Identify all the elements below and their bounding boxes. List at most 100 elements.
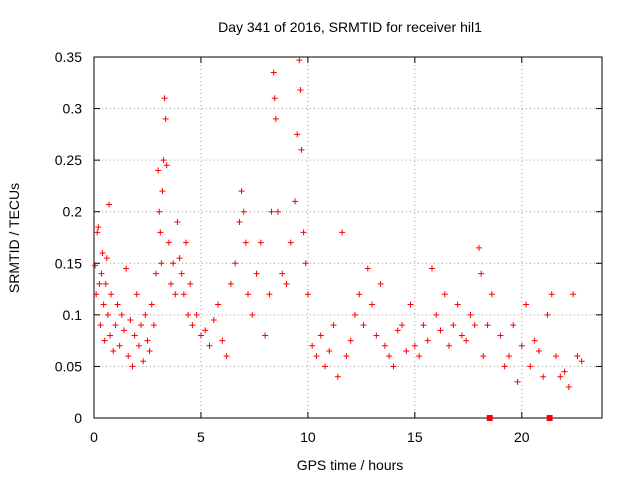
y-tick-label: 0.35 [55, 49, 82, 65]
data-point [463, 337, 470, 344]
data-point [185, 311, 192, 318]
data-point [133, 291, 140, 298]
data-point [108, 291, 115, 298]
data-point [476, 244, 483, 251]
x-tick-label: 5 [197, 429, 205, 445]
y-tick-label: 0.25 [55, 152, 82, 168]
data-point [351, 311, 358, 318]
data-point [505, 353, 512, 360]
data-point [238, 188, 245, 195]
data-point [279, 270, 286, 277]
data-point [96, 280, 103, 287]
data-point [369, 301, 376, 308]
data-point [570, 291, 577, 298]
data-point [142, 311, 149, 318]
data-point [548, 291, 555, 298]
data-point [478, 270, 485, 277]
data-point [159, 188, 166, 195]
data-point [514, 378, 521, 385]
data-point [326, 347, 333, 354]
data-point [174, 219, 181, 226]
data-point [292, 198, 299, 205]
data-point [165, 239, 172, 246]
data-point [535, 347, 542, 354]
data-point [170, 260, 177, 267]
data-point [92, 262, 99, 269]
data-point [433, 311, 440, 318]
data-point [131, 332, 138, 339]
data-point [160, 157, 167, 164]
data-point [210, 317, 217, 324]
data-point [497, 332, 504, 339]
zero-value-marker [546, 415, 553, 421]
data-point [283, 280, 290, 287]
data-point [146, 347, 153, 354]
data-point [373, 332, 380, 339]
data-point [123, 265, 130, 272]
data-point [523, 301, 530, 308]
data-point [334, 373, 341, 380]
x-tick-label: 10 [300, 429, 316, 445]
data-point [565, 384, 572, 391]
data-point [531, 337, 538, 344]
data-point [339, 229, 346, 236]
data-point [189, 322, 196, 329]
data-point [298, 146, 305, 153]
data-point [172, 291, 179, 298]
data-point [249, 311, 256, 318]
data-point [390, 363, 397, 370]
data-point [300, 229, 307, 236]
y-tick-label: 0.2 [63, 204, 83, 220]
data-point [518, 342, 525, 349]
y-tick-label: 0.15 [55, 255, 82, 271]
data-point [144, 337, 151, 344]
data-point [471, 322, 478, 329]
data-point [510, 322, 517, 329]
data-point [437, 327, 444, 334]
x-tick-label: 15 [407, 429, 423, 445]
data-point [155, 167, 162, 174]
data-point [98, 270, 105, 277]
data-point [99, 249, 106, 256]
data-point [157, 229, 164, 236]
data-point [180, 291, 187, 298]
data-point [454, 301, 461, 308]
grid [94, 57, 602, 418]
data-point [360, 322, 367, 329]
x-axis-label: GPS time / hours [297, 457, 404, 473]
data-point [162, 115, 169, 122]
data-point [93, 291, 100, 298]
data-point [294, 131, 301, 138]
data-point [317, 332, 324, 339]
data-point [297, 87, 304, 94]
plot-frame [93, 56, 603, 419]
data-point [262, 332, 269, 339]
data-point [302, 260, 309, 267]
data-point [223, 353, 230, 360]
data-point [253, 270, 260, 277]
y-tick-label: 0 [74, 410, 82, 426]
data-point [441, 291, 448, 298]
data-point [403, 347, 410, 354]
data-point [125, 353, 132, 360]
data-point [330, 322, 337, 329]
data-point [407, 301, 414, 308]
data-point [138, 322, 145, 329]
data-point [399, 322, 406, 329]
data-point [101, 337, 108, 344]
data-point [197, 332, 204, 339]
data-point [458, 332, 465, 339]
data-point [148, 301, 155, 308]
data-point [114, 301, 121, 308]
data-point [97, 322, 104, 329]
data-points [92, 57, 585, 421]
zero-value-marker [486, 415, 493, 421]
y-axis-label: SRMTID / TECUs [6, 183, 22, 293]
data-point [424, 337, 431, 344]
data-point [266, 291, 273, 298]
data-point [135, 342, 142, 349]
data-point [153, 270, 160, 277]
data-point [428, 265, 435, 272]
data-point [450, 322, 457, 329]
data-point [156, 208, 163, 215]
